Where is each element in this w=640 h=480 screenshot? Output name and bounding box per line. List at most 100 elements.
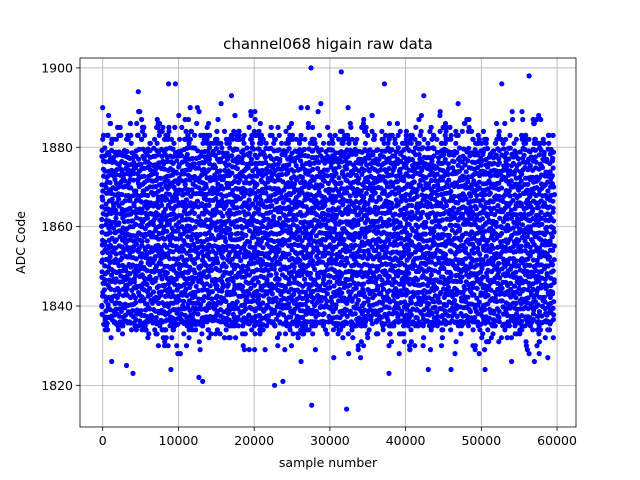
data-point: [361, 167, 367, 173]
data-point: [445, 166, 452, 172]
data-point: [396, 190, 402, 196]
data-point: [144, 177, 150, 183]
data-point: [513, 295, 519, 301]
data-point: [347, 120, 353, 127]
data-point: [516, 220, 522, 226]
data-point: [130, 218, 136, 224]
data-point: [330, 327, 337, 333]
data-point: [376, 251, 382, 257]
data-point: [276, 147, 282, 153]
data-point: [316, 132, 323, 138]
data-point: [183, 177, 189, 183]
data-point: [402, 225, 408, 231]
data-point: [179, 178, 185, 184]
data-point: [271, 214, 277, 220]
data-point: [451, 159, 457, 165]
data-point: [549, 234, 555, 240]
data-point: [435, 295, 441, 301]
data-point: [116, 220, 122, 226]
data-point: [113, 251, 119, 257]
data-point: [257, 323, 263, 329]
data-point: [282, 152, 288, 158]
data-point: [358, 188, 364, 194]
data-point: [239, 225, 246, 231]
data-point: [468, 193, 474, 199]
data-point: [493, 251, 499, 257]
data-point: [494, 120, 500, 127]
data-point: [237, 177, 243, 183]
data-point: [544, 229, 550, 235]
data-point: [501, 146, 507, 152]
data-point: [551, 243, 557, 249]
data-point: [332, 155, 338, 161]
data-point: [147, 148, 153, 154]
data-point: [213, 146, 219, 152]
data-point: [256, 206, 262, 212]
data-point: [518, 318, 525, 325]
data-point: [459, 274, 465, 280]
data-point: [420, 343, 426, 349]
data-point: [421, 136, 427, 142]
data-point: [408, 216, 414, 222]
data-point: [525, 181, 531, 187]
data-point: [185, 132, 191, 138]
data-point: [296, 319, 302, 325]
data-point: [466, 212, 472, 218]
data-point: [310, 148, 316, 154]
data-point: [153, 171, 159, 177]
data-point: [182, 116, 188, 123]
data-point: [269, 203, 275, 209]
data-point: [386, 305, 392, 311]
data-point: [389, 147, 395, 153]
data-point: [474, 193, 480, 199]
data-point: [474, 262, 480, 268]
data-point: [291, 264, 297, 270]
data-point: [128, 140, 134, 146]
data-point: [549, 262, 556, 268]
data-point: [472, 347, 478, 353]
data-point: [422, 231, 429, 237]
data-point: [122, 178, 128, 184]
data-point: [512, 323, 518, 329]
data-point: [214, 258, 220, 264]
data-point: [393, 149, 400, 155]
data-point: [169, 289, 175, 295]
data-point: [338, 259, 344, 265]
data-point: [412, 323, 419, 329]
data-point: [209, 232, 215, 239]
data-point: [316, 256, 322, 262]
data-point: [198, 132, 204, 138]
data-point: [228, 132, 234, 138]
data-point: [406, 343, 413, 349]
data-point: [364, 162, 370, 168]
data-point: [319, 183, 325, 189]
data-point: [353, 151, 359, 157]
data-point: [199, 201, 205, 207]
data-point: [313, 154, 319, 160]
data-point: [496, 193, 502, 199]
data-point: [383, 270, 389, 276]
data-point: [466, 116, 472, 123]
data-point: [162, 206, 168, 212]
data-point: [105, 282, 111, 288]
data-point: [380, 174, 386, 180]
data-point: [344, 300, 350, 306]
data-point: [299, 238, 305, 244]
data-point: [551, 192, 558, 198]
data-point: [486, 339, 492, 345]
data-point: [395, 273, 401, 279]
data-point: [256, 193, 263, 200]
data-point: [103, 222, 109, 228]
data-point: [150, 289, 157, 295]
data-point: [223, 238, 229, 244]
data-point: [440, 124, 446, 130]
data-point: [506, 156, 512, 162]
data-point: [152, 327, 158, 333]
data-point: [204, 124, 210, 130]
data-point: [160, 335, 166, 341]
data-point: [113, 207, 119, 213]
data-point: [252, 109, 258, 115]
data-point: [491, 205, 497, 211]
data-point: [318, 241, 324, 247]
data-point: [333, 323, 339, 329]
